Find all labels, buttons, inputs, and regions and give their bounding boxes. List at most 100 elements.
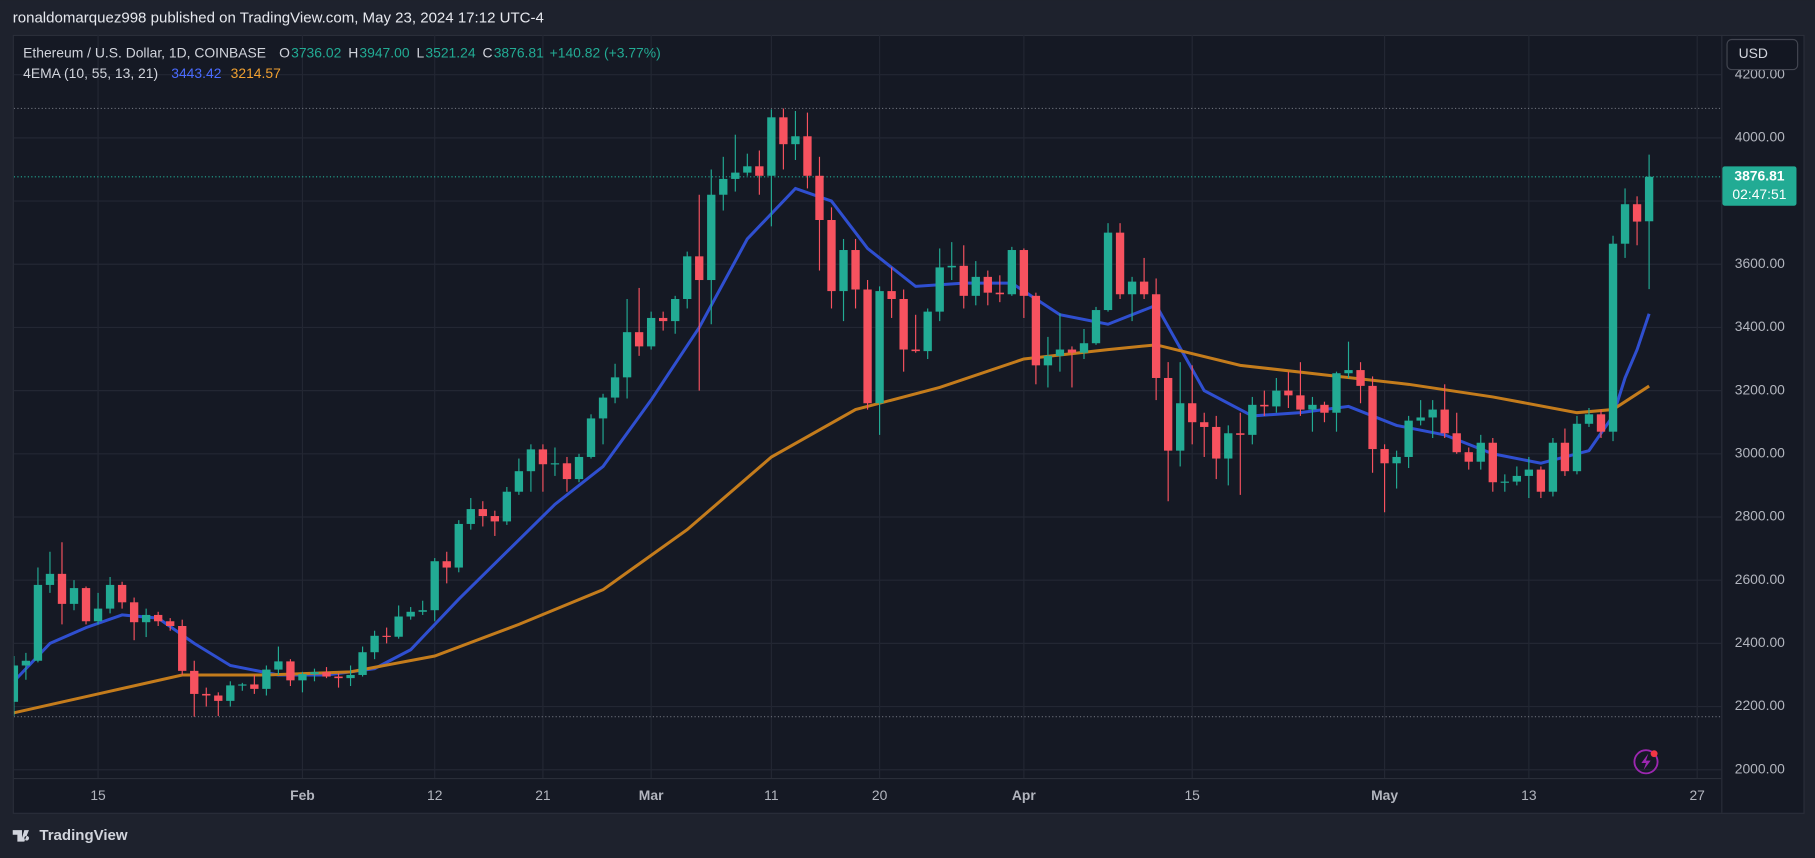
- candle-body: [1440, 409, 1449, 434]
- candle-body: [1176, 403, 1185, 451]
- candle-body: [1079, 343, 1089, 353]
- x-tick-label: 12: [427, 787, 443, 803]
- candle-body: [634, 332, 644, 347]
- candle-body: [298, 674, 307, 681]
- candle-body: [1356, 370, 1365, 386]
- candle-body: [442, 561, 451, 568]
- candle-body: [226, 685, 235, 701]
- candle-body: [1151, 294, 1161, 378]
- candle-body: [610, 377, 620, 398]
- candle-body: [983, 276, 992, 293]
- candle-body: [1392, 456, 1401, 464]
- candle-body: [69, 588, 79, 604]
- candle-body: [1368, 385, 1377, 450]
- candle-body: [887, 291, 896, 299]
- alert-dot[interactable]: [1650, 750, 1658, 758]
- ohlc-value: 3947.00: [359, 44, 409, 60]
- alert-icon[interactable]: [1633, 749, 1659, 775]
- candle-body: [262, 669, 271, 689]
- candle-body: [514, 471, 524, 492]
- candle-body: [1416, 417, 1425, 421]
- candle-body: [1248, 404, 1257, 435]
- candle-body: [731, 172, 740, 179]
- candle-body: [1091, 310, 1101, 344]
- x-tick-label: Apr: [1012, 787, 1036, 803]
- x-tick-label: Mar: [639, 787, 664, 803]
- candle-body: [406, 611, 415, 617]
- candle-body: [707, 194, 716, 281]
- candle-body: [658, 317, 668, 322]
- candle-body: [1127, 281, 1137, 295]
- candle-body: [851, 250, 860, 290]
- axes: 2000.00 2200.00 2400.00 2600.00 2800.00 3000.…: [90, 65, 1797, 803]
- candle-body: [129, 602, 139, 623]
- candle-body: [947, 265, 956, 268]
- currency-label[interactable]: USD: [1739, 45, 1768, 61]
- candle-body: [1019, 250, 1029, 296]
- candle-body: [33, 584, 43, 661]
- candle-body: [1296, 395, 1305, 410]
- candle-body: [117, 584, 127, 603]
- candle-body: [141, 614, 151, 623]
- candle-body: [1236, 433, 1245, 435]
- currency-button[interactable]: [1726, 38, 1799, 71]
- candle-body: [13, 665, 19, 702]
- candle-body: [815, 175, 824, 221]
- candle-body: [646, 317, 656, 347]
- candle-body: [827, 220, 836, 292]
- ohlc-legend: O3736.02 H3947.00 L3521.24 C3876.81 +140.82 …: [279, 44, 661, 60]
- candle-body: [779, 117, 788, 145]
- logo: TradingView: [12, 827, 128, 844]
- change-value: +140.82 (+3.77%): [550, 44, 661, 60]
- candle-body: [1139, 281, 1149, 295]
- candle-body: [1055, 349, 1065, 356]
- candle-body: [959, 265, 968, 296]
- x-tick-label: 20: [872, 787, 888, 803]
- indicator-name: 4EMA (10, 55, 13, 21): [23, 65, 158, 81]
- candle-body: [899, 298, 908, 350]
- candle-body: [286, 661, 295, 681]
- logo-mark: [12, 830, 29, 842]
- candle-body: [1284, 390, 1293, 396]
- candle-body: [791, 136, 800, 145]
- ohlc-label: O: [279, 44, 290, 60]
- price-tag-value: 3876.81: [1734, 167, 1784, 183]
- ema-value: 3214.57: [231, 65, 281, 81]
- alert-bolt[interactable]: [1641, 753, 1651, 770]
- candle-body: [190, 670, 199, 694]
- candle-body: [310, 672, 319, 675]
- y-tick-label: 2200.00: [1735, 697, 1785, 713]
- candle-body: [202, 693, 211, 696]
- candle-body: [478, 509, 487, 517]
- plot: [13, 107, 1722, 718]
- candle-body: [322, 672, 331, 677]
- candle-body: [1344, 370, 1353, 374]
- candle-body: [394, 616, 403, 637]
- alert-circle[interactable]: [1633, 749, 1659, 775]
- candle-body: [1115, 232, 1125, 295]
- candle-body: [526, 449, 536, 472]
- candle-body: [81, 588, 91, 622]
- candle-body: [911, 349, 920, 352]
- candle-body: [1163, 377, 1173, 451]
- candle-body: [1452, 433, 1461, 453]
- x-tick-label: 27: [1689, 787, 1705, 803]
- candle-body: [454, 523, 463, 568]
- candle-body: [695, 256, 704, 281]
- ohlc-label: L: [417, 44, 425, 60]
- x-tick-label: 21: [535, 787, 551, 803]
- chart-frame: [12, 34, 1805, 814]
- candle-body: [382, 635, 391, 637]
- candle-body: [1224, 433, 1233, 459]
- y-tick-label: 3000.00: [1735, 444, 1785, 460]
- candle-body: [971, 276, 980, 296]
- candle-body: [839, 250, 848, 292]
- candle-body: [1548, 442, 1558, 492]
- candle-body: [346, 674, 355, 679]
- candle-body: [803, 136, 812, 176]
- candle-body: [334, 676, 343, 679]
- candle-body: [719, 178, 728, 195]
- candle-body: [238, 684, 247, 686]
- x-tick-label: 11: [764, 787, 779, 803]
